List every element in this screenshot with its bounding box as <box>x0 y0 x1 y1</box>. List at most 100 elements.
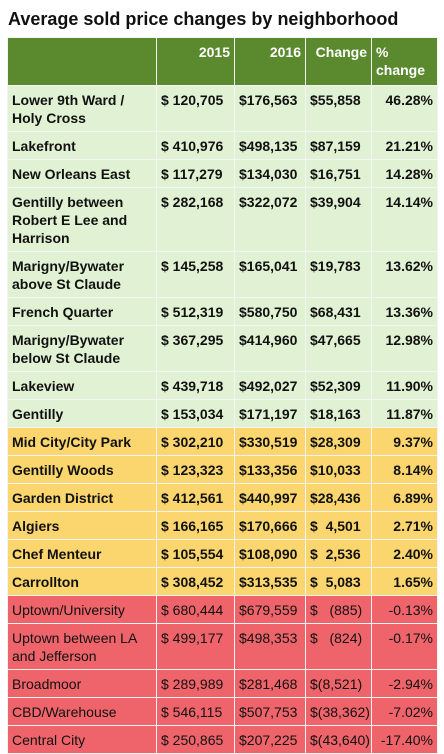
change: $ (885) <box>305 595 372 624</box>
neighborhood: Lakeview <box>7 371 157 400</box>
neighborhood: CBD/Warehouse <box>7 697 157 726</box>
table-row: New Orleans East $ 117,279 $134,030 $16,751… <box>7 159 438 188</box>
price-2016: $330,519 <box>234 427 306 456</box>
price-2016: $165,041 <box>234 251 306 298</box>
neighborhood: Gentilly Woods <box>7 455 157 484</box>
price-2016: $492,027 <box>234 371 306 400</box>
price-2016: $133,356 <box>234 455 306 484</box>
table-row: Central City $ 250,865 $207,225 $(43,640) -1… <box>7 725 438 754</box>
price-2015: $ 680,444 <box>156 595 235 624</box>
percent-change: -17.40% <box>371 725 438 754</box>
neighborhood: Mid City/City Park <box>7 427 157 456</box>
price-2015: $ 289,989 <box>156 669 235 698</box>
price-2016: $322,072 <box>234 187 306 252</box>
price-2015: $ 308,452 <box>156 567 235 596</box>
table-row: Marigny/Bywater above St Claude $ 145,258… <box>7 251 438 298</box>
price-2015: $ 410,976 <box>156 131 235 160</box>
price-2016: $134,030 <box>234 159 306 188</box>
header-row: 2015 2016 Change% change <box>7 37 438 86</box>
price-2015: $ 153,034 <box>156 399 235 428</box>
neighborhood: Central City <box>7 725 157 754</box>
table-row: Uptown between LA and Jefferson $ 499,177… <box>7 623 438 670</box>
change: $28,436 <box>305 483 372 512</box>
percent-change: 9.37% <box>371 427 438 456</box>
change: $ 5,083 <box>305 567 372 596</box>
column-header: 2015 <box>156 37 235 86</box>
price-2015: $ 166,165 <box>156 511 235 540</box>
price-2015: $ 105,554 <box>156 539 235 568</box>
change: $55,858 <box>305 85 372 132</box>
price-2016: $281,468 <box>234 669 306 698</box>
percent-change: 11.87% <box>371 399 438 428</box>
price-2015: $ 120,705 <box>156 85 235 132</box>
change: $68,431 <box>305 297 372 326</box>
price-2016: $414,960 <box>234 325 306 372</box>
table-row: Lakefront $ 410,976 $498,135 $87,159 21.21% <box>7 131 438 160</box>
table-body: Lower 9th Ward / Holy Cross $ 120,705 $176… <box>7 85 438 754</box>
percent-change: 1.65% <box>371 567 438 596</box>
change: $(38,362) <box>305 697 372 726</box>
neighborhood: Broadmoor <box>7 669 157 698</box>
neighborhood: Lower 9th Ward / Holy Cross <box>7 85 157 132</box>
price-2016: $170,666 <box>234 511 306 540</box>
change: $ 2,536 <box>305 539 372 568</box>
price-2016: $313,535 <box>234 567 306 596</box>
neighborhood: Uptown between LA and Jefferson <box>7 623 157 670</box>
price-2016: $108,090 <box>234 539 306 568</box>
table-row: Broadmoor $ 289,989 $281,468 $(8,521) -2.94% <box>7 669 438 698</box>
table-row: Uptown/University $ 680,444 $679,559 $ (885… <box>7 595 438 624</box>
table-row: Lakeview $ 439,718 $492,027 $52,309 11.90% <box>7 371 438 400</box>
change: $28,309 <box>305 427 372 456</box>
percent-change: 14.14% <box>371 187 438 252</box>
table-row: Garden District $ 412,561 $440,997 $28,436 6… <box>7 483 438 512</box>
percent-change: 2.40% <box>371 539 438 568</box>
price-2015: $ 499,177 <box>156 623 235 670</box>
column-header: 2016 <box>234 37 306 86</box>
change: $(8,521) <box>305 669 372 698</box>
price-2015: $ 546,115 <box>156 697 235 726</box>
change: $47,665 <box>305 325 372 372</box>
percent-change: 2.71% <box>371 511 438 540</box>
percent-change: 21.21% <box>371 131 438 160</box>
percent-change: 12.98% <box>371 325 438 372</box>
percent-change: -0.17% <box>371 623 438 670</box>
neighborhood: French Quarter <box>7 297 157 326</box>
price-2015: $ 512,319 <box>156 297 235 326</box>
price-2015: $ 117,279 <box>156 159 235 188</box>
percent-change: -0.13% <box>371 595 438 624</box>
table-row: Gentilly Woods $ 123,323 $133,356 $10,033 8.… <box>7 455 438 484</box>
percent-change: 11.90% <box>371 371 438 400</box>
price-2016: $679,559 <box>234 595 306 624</box>
table-row: Chef Menteur $ 105,554 $108,090 $ 2,536 2.40… <box>7 539 438 568</box>
change: $ 4,501 <box>305 511 372 540</box>
change: $ (824) <box>305 623 372 670</box>
column-header <box>7 37 157 86</box>
price-2016: $207,225 <box>234 725 306 754</box>
table-row: Marigny/Bywater below St Claude $ 367,295… <box>7 325 438 372</box>
change: $16,751 <box>305 159 372 188</box>
price-2015: $ 123,323 <box>156 455 235 484</box>
percent-change: 13.36% <box>371 297 438 326</box>
neighborhood: Chef Menteur <box>7 539 157 568</box>
change: $39,904 <box>305 187 372 252</box>
title: Average sold price changes by neighborho… <box>8 9 399 29</box>
price-2016: $498,135 <box>234 131 306 160</box>
price-2015: $ 367,295 <box>156 325 235 372</box>
table-row: Lower 9th Ward / Holy Cross $ 120,705 $176… <box>7 85 438 132</box>
neighborhood: Algiers <box>7 511 157 540</box>
price-2016: $171,197 <box>234 399 306 428</box>
change: $18,163 <box>305 399 372 428</box>
neighborhood: Uptown/University <box>7 595 157 624</box>
price-2015: $ 439,718 <box>156 371 235 400</box>
price-2015: $ 250,865 <box>156 725 235 754</box>
table-row: Algiers $ 166,165 $170,666 $ 4,501 2.71% <box>7 511 438 540</box>
neighborhood: Gentilly <box>7 399 157 428</box>
price-2016: $580,750 <box>234 297 306 326</box>
price-2015: $ 282,168 <box>156 187 235 252</box>
percent-change: 6.89% <box>371 483 438 512</box>
neighborhood: New Orleans East <box>7 159 157 188</box>
percent-change: 13.62% <box>371 251 438 298</box>
change: $52,309 <box>305 371 372 400</box>
neighborhood: Gentilly between Robert E Lee and Harris… <box>7 187 157 252</box>
